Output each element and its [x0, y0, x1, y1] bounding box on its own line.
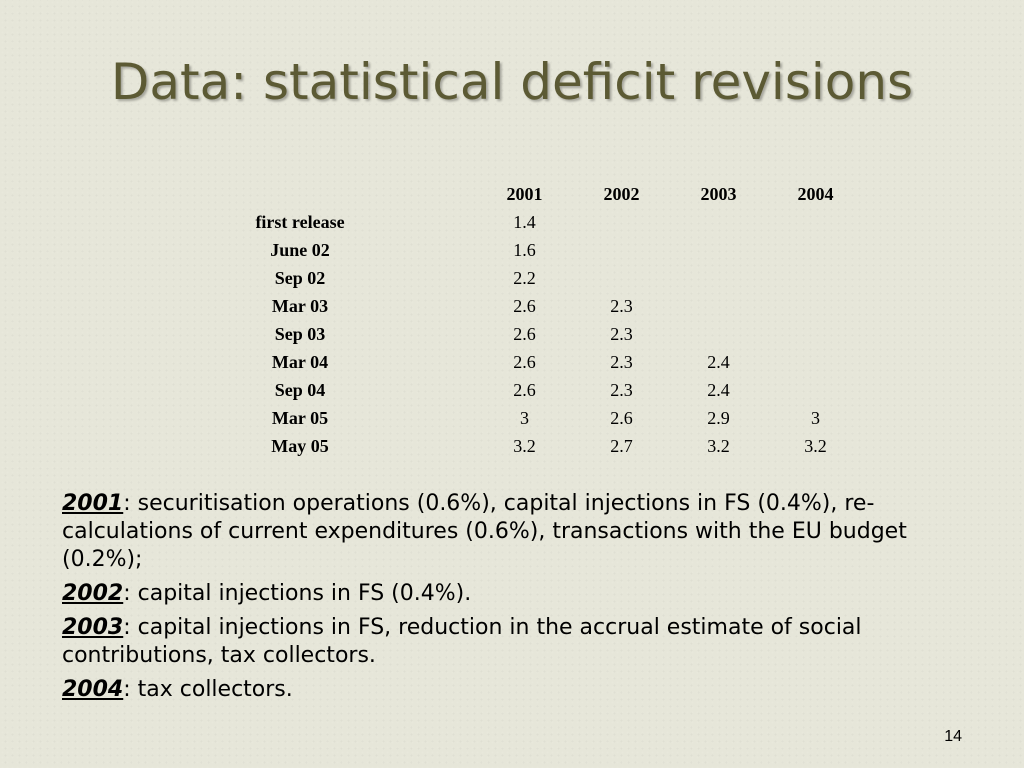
spacer-cell: [378, 320, 476, 348]
spacer-cell: [378, 264, 476, 292]
spacer-cell: [378, 376, 476, 404]
table-cell: [767, 264, 864, 292]
row-label: May 05: [271, 435, 329, 456]
note-2004: 2004: tax collectors.: [62, 676, 942, 704]
row-label: Sep 04: [274, 379, 326, 400]
column-header: 2003: [700, 183, 737, 204]
table-cell: 2.6: [513, 351, 536, 372]
slide-title: Data: statistical deficit revisions: [110, 53, 914, 111]
note-year: 2001: [62, 491, 124, 516]
table-header-row: 2001 2002 2003 2004: [222, 180, 864, 208]
table-cell: 2.3: [610, 351, 633, 372]
table-cell: [670, 236, 767, 264]
table-cell: 2.6: [513, 379, 536, 400]
table-cell: 3.2: [804, 435, 827, 456]
table-row: first release 1.4: [222, 208, 864, 236]
deficit-revisions-table: 2001 2002 2003 2004 first release 1.4 Ju…: [222, 180, 864, 460]
table-row: Mar 04 2.6 2.3 2.4: [222, 348, 864, 376]
table-cell: 2.6: [610, 407, 633, 428]
table-row: June 02 1.6: [222, 236, 864, 264]
page-number: 14: [944, 728, 962, 745]
table-cell: [670, 264, 767, 292]
table-cell: [670, 292, 767, 320]
table-cell: 3: [520, 407, 529, 428]
note-year: 2004: [62, 677, 124, 702]
table-cell: 2.4: [707, 379, 730, 400]
table-cell: [767, 292, 864, 320]
table-cell: 3.2: [707, 435, 730, 456]
row-label-header: [222, 180, 378, 208]
table-row: Mar 05 3 2.6 2.9 3: [222, 404, 864, 432]
note-text: : tax collectors.: [123, 677, 293, 702]
table-cell: 2.4: [707, 351, 730, 372]
table-row: Sep 02 2.2: [222, 264, 864, 292]
note-text: : capital injections in FS (0.4%).: [123, 581, 472, 606]
column-header: 2002: [603, 183, 640, 204]
table-row: Sep 03 2.6 2.3: [222, 320, 864, 348]
table-cell: 2.2: [513, 267, 536, 288]
spacer-cell: [378, 208, 476, 236]
table-cell: 2.6: [513, 295, 536, 316]
note-text: : capital injections in FS, reduction in…: [62, 615, 862, 668]
row-label: first release: [255, 211, 345, 232]
table-cell: [767, 376, 864, 404]
table-cell: 3: [811, 407, 820, 428]
table-cell: [767, 320, 864, 348]
row-label: June 02: [270, 239, 330, 260]
table-cell: 1.6: [513, 239, 536, 260]
table-cell: [573, 208, 670, 236]
table-cell: [573, 264, 670, 292]
table-row: May 05 3.2 2.7 3.2 3.2: [222, 432, 864, 460]
table-cell: 2.3: [610, 323, 633, 344]
table-cell: 2.3: [610, 379, 633, 400]
table-row: Mar 03 2.6 2.3: [222, 292, 864, 320]
spacer-cell: [378, 432, 476, 460]
spacer-cell: [378, 404, 476, 432]
note-text: : securitisation operations (0.6%), capi…: [62, 491, 907, 572]
row-label: Sep 02: [274, 267, 326, 288]
note-2003: 2003: capital injections in FS, reductio…: [62, 614, 942, 670]
table-cell: 2.6: [513, 323, 536, 344]
table-cell: [573, 236, 670, 264]
revision-notes: 2001: securitisation operations (0.6%), …: [62, 490, 942, 710]
row-label: Mar 05: [271, 407, 329, 428]
table-cell: [767, 236, 864, 264]
spacer-cell: [378, 348, 476, 376]
row-label: Mar 04: [271, 351, 329, 372]
note-year: 2002: [62, 581, 124, 606]
table-cell: 3.2: [513, 435, 536, 456]
table-cell: 2.3: [610, 295, 633, 316]
column-header: 2004: [797, 183, 834, 204]
table-cell: [670, 208, 767, 236]
table-cell: 2.7: [610, 435, 633, 456]
row-label: Sep 03: [274, 323, 326, 344]
column-header: 2001: [506, 183, 543, 204]
table-cell: 1.4: [513, 211, 536, 232]
row-label: Mar 03: [271, 295, 329, 316]
spacer-cell: [378, 292, 476, 320]
spacer-cell: [378, 180, 476, 208]
table-cell: [767, 208, 864, 236]
table-cell: [767, 348, 864, 376]
table-cell: 2.9: [707, 407, 730, 428]
note-2001: 2001: securitisation operations (0.6%), …: [62, 490, 942, 574]
table-cell: [670, 320, 767, 348]
spacer-cell: [378, 236, 476, 264]
table-row: Sep 04 2.6 2.3 2.4: [222, 376, 864, 404]
note-2002: 2002: capital injections in FS (0.4%).: [62, 580, 942, 608]
note-year: 2003: [62, 615, 124, 640]
